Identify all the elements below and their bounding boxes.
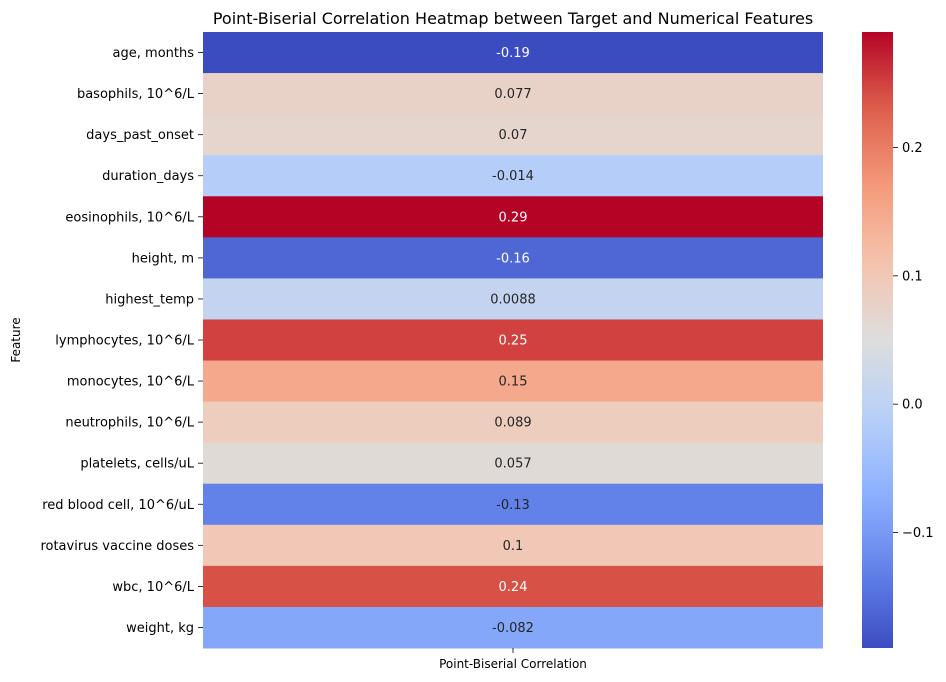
cell-value-label: -0.16 (496, 251, 530, 266)
cell-value-label: 0.25 (499, 334, 528, 349)
heatmap-cell (203, 401, 823, 444)
colorbar-tick-label: 0.1 (902, 269, 923, 284)
row-labels: age, months basophils, 10^6/L days_past_on… (40, 46, 203, 636)
row-label: weight, kg (126, 621, 194, 636)
cell-value-label: 0.24 (499, 580, 528, 595)
heatmap-cell (203, 278, 823, 320)
chart-title: Point-Biserial Correlation Heatmap betwe… (213, 9, 813, 28)
row-label: lymphocytes, 10^6/L (55, 334, 194, 349)
cell-value-label: -0.014 (492, 169, 534, 184)
row-label: eosinophils, 10^6/L (65, 210, 194, 225)
cell-value-label: 0.07 (499, 128, 528, 143)
row-label: duration_days (102, 169, 194, 184)
row-label: neutrophils, 10^6/L (65, 416, 194, 431)
heatmap-cell (203, 524, 823, 567)
row-label: days_past_onset (86, 128, 194, 143)
cell-value-label: 0.057 (494, 457, 531, 472)
cell-value-label: 0.077 (494, 87, 531, 102)
cell-value-label: 0.089 (494, 416, 531, 431)
column-label: Point-Biserial Correlation (439, 657, 587, 671)
heatmap-cells: -0.19 0.077 0.07 -0.014 0.29 -0.16 0.0088 0.25 0… (203, 32, 823, 649)
heatmap-cell (203, 319, 823, 362)
heatmap-cell (203, 237, 823, 279)
cell-value-label: 0.1 (503, 539, 524, 554)
colorbar-tick-label: 0.2 (902, 141, 923, 156)
heatmap-cell (203, 565, 823, 608)
y-axis-label: Feature (9, 317, 23, 362)
cell-value-label: 0.15 (499, 375, 528, 390)
row-label: age, months (113, 46, 195, 61)
cell-value-label: -0.19 (496, 46, 530, 61)
heatmap-cell (203, 32, 823, 74)
cell-value-label: -0.13 (496, 498, 530, 513)
colorbar: −0.1 0.0 0.1 0.2 (862, 32, 934, 648)
colorbar-gradient (862, 32, 893, 648)
heatmap-cell (203, 114, 823, 156)
heatmap-cell (203, 483, 823, 526)
heatmap-cell (203, 442, 823, 485)
heatmap-cell (203, 155, 823, 197)
heatmap-cell (203, 196, 823, 238)
colorbar-tick-label: −0.1 (902, 526, 934, 541)
colorbar-tick-label: 0.0 (902, 398, 923, 413)
row-label: wbc, 10^6/L (112, 580, 194, 595)
cell-value-label: 0.0088 (490, 292, 536, 307)
row-label: highest_temp (105, 292, 194, 307)
row-label: rotavirus vaccine doses (40, 539, 194, 554)
heatmap-cell (203, 73, 823, 115)
heatmap-cell (203, 360, 823, 403)
row-label: platelets, cells/uL (80, 457, 194, 472)
row-label: monocytes, 10^6/L (67, 375, 195, 390)
cell-value-label: 0.29 (499, 210, 528, 225)
row-label: height, m (132, 251, 194, 266)
row-label: red blood cell, 10^6/uL (42, 498, 195, 513)
cell-value-label: -0.082 (492, 621, 534, 636)
column-labels: Point-Biserial Correlation (439, 648, 587, 671)
heatmap-cell (203, 606, 823, 649)
row-label: basophils, 10^6/L (77, 87, 195, 102)
